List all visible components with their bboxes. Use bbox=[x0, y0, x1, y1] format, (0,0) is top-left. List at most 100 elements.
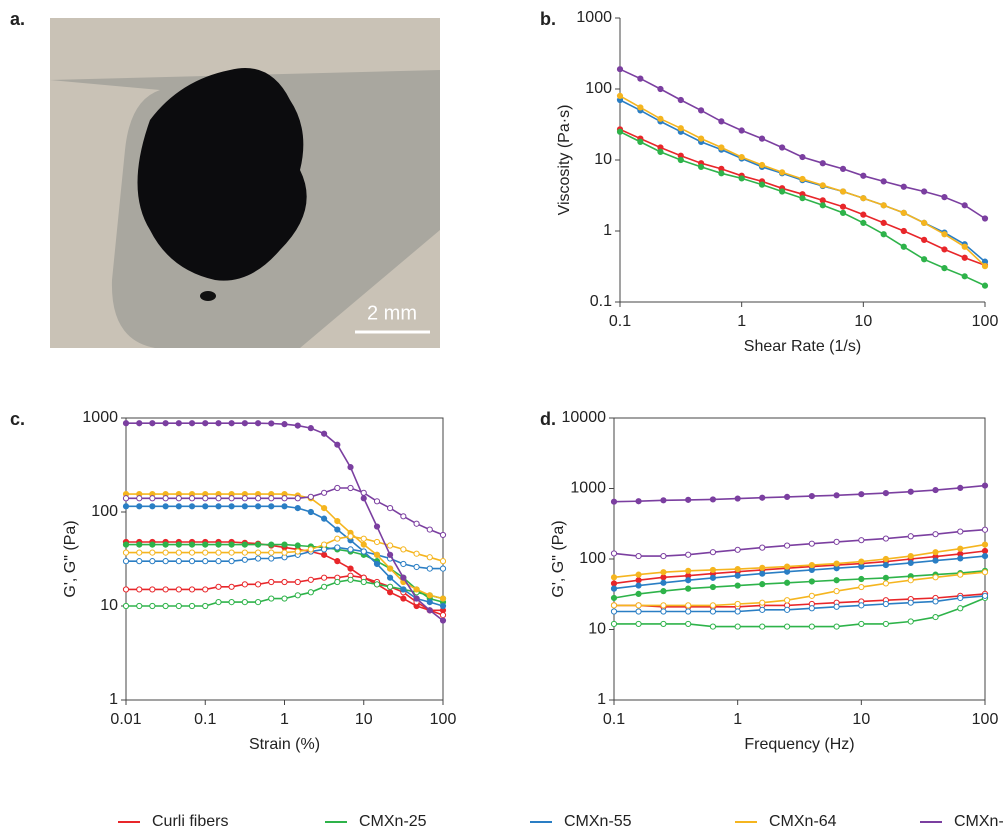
y-tick-label: 1000 bbox=[82, 409, 118, 426]
data-point bbox=[202, 602, 209, 610]
data-point bbox=[697, 163, 705, 170]
data-point bbox=[957, 605, 964, 612]
data-point bbox=[882, 580, 890, 587]
series-line bbox=[613, 570, 986, 599]
data-point bbox=[188, 549, 196, 556]
data-point bbox=[241, 581, 248, 588]
y-tick-label: 1000 bbox=[570, 480, 606, 497]
legend-label: CMXn-25 bbox=[359, 813, 427, 830]
chart: c. 0.01 0.1 1 10 100 1 10 100 1000 Strain (%) G', G… bbox=[10, 409, 456, 753]
data-point bbox=[215, 599, 222, 606]
data-point bbox=[858, 575, 865, 583]
data-point bbox=[880, 202, 887, 209]
data-point bbox=[439, 531, 447, 539]
sample-fragment bbox=[200, 291, 216, 301]
data-point bbox=[439, 595, 447, 602]
data-point bbox=[783, 579, 791, 586]
data-point bbox=[839, 203, 847, 210]
data-point bbox=[360, 489, 367, 496]
data-point bbox=[268, 595, 275, 602]
data-point bbox=[685, 577, 692, 584]
data-point bbox=[808, 592, 815, 599]
data-point bbox=[610, 550, 618, 557]
data-point bbox=[202, 586, 209, 593]
data-point bbox=[839, 188, 847, 195]
data-point bbox=[907, 488, 914, 495]
data-point bbox=[426, 554, 433, 561]
data-point bbox=[882, 561, 890, 569]
data-point bbox=[241, 599, 248, 606]
data-point bbox=[321, 515, 328, 522]
data-point bbox=[907, 618, 914, 625]
data-point bbox=[373, 498, 381, 505]
data-point bbox=[833, 538, 840, 545]
data-point bbox=[833, 560, 840, 567]
sample-blob bbox=[137, 68, 307, 281]
data-point bbox=[907, 533, 914, 540]
data-point bbox=[122, 549, 130, 556]
data-point bbox=[709, 623, 717, 630]
data-point bbox=[439, 558, 447, 565]
data-point bbox=[347, 484, 354, 492]
data-point bbox=[882, 490, 890, 497]
x-tick-label: 100 bbox=[430, 711, 457, 728]
data-point bbox=[202, 541, 209, 548]
chart: b. 0.1 1 10 100 0.1 1 10 100 1000 Shear Rate (1/s)… bbox=[540, 9, 998, 355]
data-point bbox=[122, 503, 130, 510]
data-point bbox=[697, 107, 705, 114]
series-line bbox=[614, 593, 986, 608]
data-point bbox=[268, 420, 275, 427]
data-point bbox=[808, 561, 815, 569]
data-point bbox=[188, 541, 196, 548]
data-point bbox=[149, 549, 156, 556]
data-point bbox=[281, 549, 288, 556]
data-point bbox=[268, 503, 275, 510]
data-point bbox=[635, 608, 642, 615]
data-point bbox=[281, 503, 288, 510]
data-point bbox=[400, 546, 407, 553]
data-point bbox=[334, 526, 341, 533]
chart: d. 0.1 1 10 100 1 10 100 1000 10000 Frequency (Hz)… bbox=[540, 409, 998, 753]
data-point bbox=[858, 583, 865, 591]
data-point bbox=[932, 549, 939, 556]
data-point bbox=[426, 565, 433, 572]
data-point bbox=[858, 558, 865, 565]
data-point bbox=[921, 188, 928, 195]
data-point bbox=[833, 623, 840, 630]
data-point bbox=[228, 495, 235, 502]
y-tick-label: 1 bbox=[603, 222, 612, 239]
data-point bbox=[307, 493, 314, 500]
data-point bbox=[709, 574, 717, 581]
data-point bbox=[136, 420, 143, 427]
data-point bbox=[709, 496, 717, 503]
data-point bbox=[386, 542, 394, 549]
data-point bbox=[833, 577, 840, 584]
data-point bbox=[660, 552, 667, 560]
data-point bbox=[360, 578, 367, 586]
data-point bbox=[294, 505, 301, 512]
data-point bbox=[783, 568, 791, 575]
data-point bbox=[907, 577, 914, 584]
data-point bbox=[122, 420, 130, 427]
x-tick-label: 100 bbox=[972, 313, 999, 330]
data-point bbox=[228, 549, 235, 556]
data-point bbox=[961, 254, 968, 261]
data-point bbox=[709, 583, 717, 591]
data-point bbox=[321, 505, 328, 512]
data-point bbox=[833, 603, 840, 610]
data-point bbox=[426, 592, 433, 599]
data-point bbox=[685, 496, 692, 503]
data-point bbox=[149, 586, 156, 593]
data-point bbox=[759, 581, 766, 588]
series-line bbox=[613, 543, 986, 579]
data-point bbox=[188, 503, 196, 510]
data-point bbox=[819, 197, 826, 204]
data-point bbox=[122, 541, 130, 548]
series-line bbox=[614, 595, 986, 613]
data-point bbox=[162, 549, 169, 556]
data-point bbox=[677, 125, 684, 132]
data-point bbox=[921, 256, 928, 263]
data-point bbox=[941, 246, 948, 253]
data-point bbox=[610, 594, 618, 602]
data-point bbox=[254, 599, 262, 606]
